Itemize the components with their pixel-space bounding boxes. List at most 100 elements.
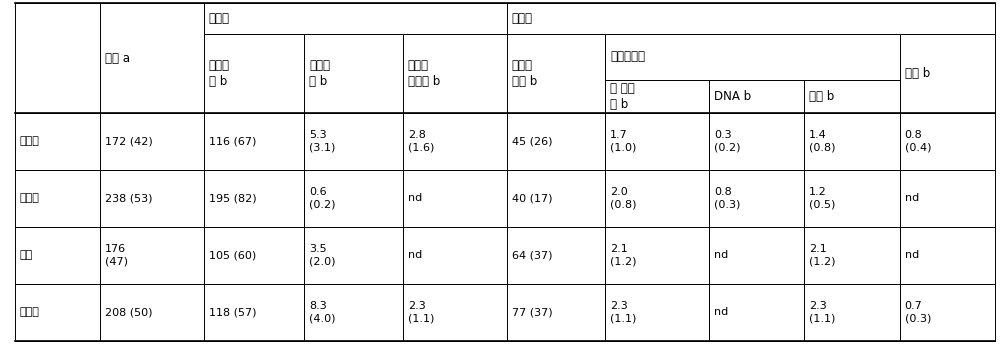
Bar <box>804 227 900 283</box>
Bar <box>304 227 403 283</box>
Text: 2.1
(1.2): 2.1 (1.2) <box>610 244 637 266</box>
Bar <box>15 113 100 170</box>
Bar <box>304 34 403 113</box>
Bar <box>403 34 507 113</box>
Text: 2.3
(1.1): 2.3 (1.1) <box>610 301 636 323</box>
Bar <box>100 3 204 113</box>
Text: 5.3
(3.1): 5.3 (3.1) <box>309 130 336 152</box>
Bar <box>403 283 507 341</box>
Text: 2.3
(1.1): 2.3 (1.1) <box>809 301 836 323</box>
Bar <box>507 283 605 341</box>
Text: 176
(47): 176 (47) <box>105 244 128 266</box>
Text: 0.3
(0.2): 0.3 (0.2) <box>714 130 740 152</box>
Bar <box>507 34 605 113</box>
Text: 116 (67): 116 (67) <box>209 136 256 146</box>
Bar <box>709 227 804 283</box>
Text: 0.7
(0.3): 0.7 (0.3) <box>905 301 931 323</box>
Bar <box>507 113 605 170</box>
Text: 208 (50): 208 (50) <box>105 307 152 317</box>
Bar <box>304 283 403 341</box>
Bar <box>15 227 100 283</box>
Text: 无机磷: 无机磷 <box>209 12 230 25</box>
Text: 2.1
(1.2): 2.1 (1.2) <box>809 244 836 266</box>
Text: 1.4
(0.8): 1.4 (0.8) <box>809 130 836 152</box>
Text: 2.3
(1.1): 2.3 (1.1) <box>408 301 434 323</box>
Text: 172 (42): 172 (42) <box>105 136 153 146</box>
Bar <box>709 283 804 341</box>
Text: 195 (82): 195 (82) <box>209 193 256 203</box>
Bar <box>709 170 804 227</box>
Text: 3.5
(2.0): 3.5 (2.0) <box>309 244 336 266</box>
Text: 238 (53): 238 (53) <box>105 193 152 203</box>
Bar <box>605 34 900 80</box>
Bar <box>204 34 304 113</box>
Text: 二 酯全
量 b: 二 酯全 量 b <box>610 82 635 111</box>
Bar <box>900 34 995 113</box>
Text: 正磷酸
盐 b: 正磷酸 盐 b <box>209 59 230 88</box>
Text: nd: nd <box>714 307 728 317</box>
Text: 45 (26): 45 (26) <box>512 136 552 146</box>
Text: 0.8
(0.3): 0.8 (0.3) <box>714 187 740 209</box>
Text: DNA b: DNA b <box>714 90 751 103</box>
Bar <box>507 3 995 34</box>
Text: 擂荒地: 擂荒地 <box>20 307 40 317</box>
Text: nd: nd <box>408 193 422 203</box>
Text: 总磷 a: 总磷 a <box>105 52 130 65</box>
Text: 1.2
(0.5): 1.2 (0.5) <box>809 187 836 209</box>
Text: 105 (60): 105 (60) <box>209 250 256 260</box>
Bar <box>804 283 900 341</box>
Bar <box>507 227 605 283</box>
Bar <box>900 170 995 227</box>
Text: nd: nd <box>905 250 919 260</box>
Text: 有机磷: 有机磷 <box>512 12 533 25</box>
Bar <box>900 227 995 283</box>
Bar <box>100 170 204 227</box>
Bar <box>709 113 804 170</box>
Bar <box>804 113 900 170</box>
Text: 0.8
(0.4): 0.8 (0.4) <box>905 130 931 152</box>
Bar <box>709 80 804 113</box>
Text: 1.7
(1.0): 1.7 (1.0) <box>610 130 636 152</box>
Text: 64 (37): 64 (37) <box>512 250 552 260</box>
Bar <box>507 170 605 227</box>
Bar <box>403 113 507 170</box>
Text: nd: nd <box>714 250 728 260</box>
Bar <box>804 80 900 113</box>
Bar <box>100 113 204 170</box>
Bar <box>605 227 709 283</box>
Text: 2.0
(0.8): 2.0 (0.8) <box>610 187 637 209</box>
Bar <box>15 3 100 113</box>
Bar <box>605 283 709 341</box>
Text: 焦磷酸
盐 b: 焦磷酸 盐 b <box>309 59 330 88</box>
Text: 膌酸 b: 膌酸 b <box>905 67 930 80</box>
Bar <box>204 3 507 34</box>
Bar <box>15 283 100 341</box>
Text: 水稺田: 水稺田 <box>20 193 40 203</box>
Bar <box>100 283 204 341</box>
Bar <box>204 113 304 170</box>
Text: 正磷酸二酯: 正磷酸二酯 <box>610 51 645 63</box>
Bar <box>900 113 995 170</box>
Text: nd: nd <box>905 193 919 203</box>
Bar <box>900 283 995 341</box>
Text: 118 (57): 118 (57) <box>209 307 256 317</box>
Text: 磷脂 b: 磷脂 b <box>809 90 835 103</box>
Bar <box>304 170 403 227</box>
Bar <box>15 170 100 227</box>
Bar <box>605 170 709 227</box>
Bar <box>403 227 507 283</box>
Text: 2.8
(1.6): 2.8 (1.6) <box>408 130 434 152</box>
Text: 40 (17): 40 (17) <box>512 193 552 203</box>
Text: 林地: 林地 <box>20 250 33 260</box>
Text: 无机多
磷酸盐 b: 无机多 磷酸盐 b <box>408 59 440 88</box>
Bar <box>605 113 709 170</box>
Bar <box>204 170 304 227</box>
Bar <box>204 227 304 283</box>
Text: 0.6
(0.2): 0.6 (0.2) <box>309 187 336 209</box>
Bar <box>403 170 507 227</box>
Text: 正磷酸
单酯 b: 正磷酸 单酯 b <box>512 59 537 88</box>
Bar <box>204 283 304 341</box>
Bar <box>804 170 900 227</box>
Bar <box>605 80 709 113</box>
Text: 8.3
(4.0): 8.3 (4.0) <box>309 301 336 323</box>
